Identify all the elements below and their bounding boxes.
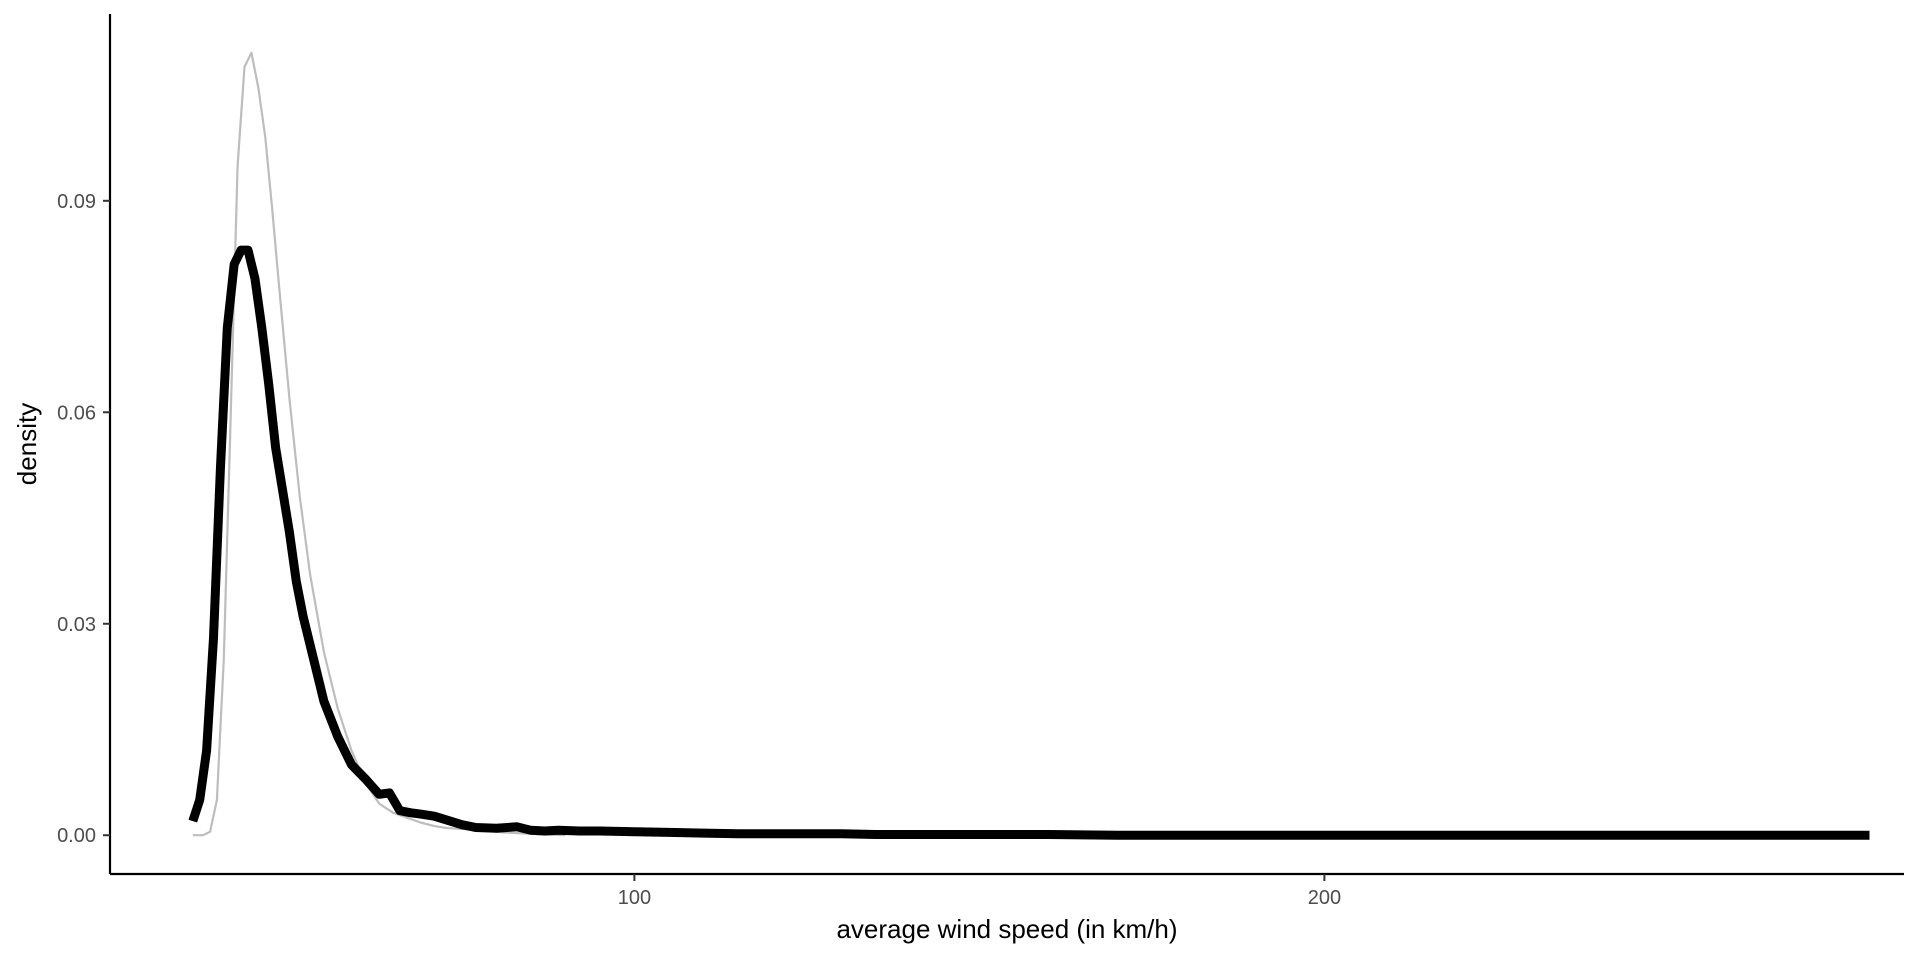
y-tick-label: 0.06	[57, 402, 96, 424]
density-curves	[188, 51, 1870, 840]
y-tick-label: 0.09	[57, 191, 96, 213]
density-line-thin	[192, 51, 566, 837]
ticks: 0.00 0.03 0.06 0.09 100 200	[57, 191, 1341, 909]
x-tick-label: 200	[1308, 887, 1341, 909]
y-tick-label: 0.03	[57, 614, 96, 636]
y-tick-label: 0.00	[57, 825, 96, 847]
axes	[108, 14, 1904, 876]
x-axis-title: average wind speed (in km/h)	[836, 914, 1177, 944]
y-axis-title: density	[12, 403, 42, 485]
density-line-thick	[188, 245, 1870, 840]
x-tick-label: 100	[618, 887, 651, 909]
